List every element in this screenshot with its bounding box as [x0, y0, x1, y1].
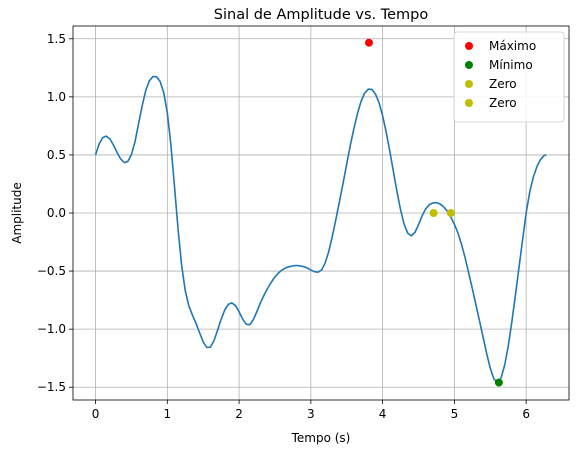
x-tick-label: 0 [92, 407, 100, 421]
legend-label: Máximo [489, 39, 536, 53]
x-tick-label: 5 [451, 407, 459, 421]
y-tick-label: 0.5 [47, 148, 66, 162]
marker-point [429, 209, 438, 217]
y-tick-label: −0.5 [37, 264, 66, 278]
x-tick-label: 3 [307, 407, 315, 421]
chart-title: Sinal de Amplitude vs. Tempo [214, 7, 429, 23]
axis-ticks: 0 1 2 3 4 5 6 −1.5 −1.0 −0.5 0.0 0.5 1.0 1.5 [37, 32, 530, 421]
legend-marker [465, 61, 473, 69]
y-tick-label: 1.5 [47, 32, 66, 46]
y-tick-label: −1.5 [37, 380, 66, 394]
marker-point [364, 38, 373, 47]
marker-point [446, 209, 455, 217]
legend-label: Mínimo [489, 58, 533, 72]
signal-line [94, 75, 547, 384]
y-tick-label: 1.0 [47, 90, 66, 104]
y-axis-label: Amplitude [10, 182, 24, 244]
legend-marker [465, 80, 473, 88]
series-layer [94, 38, 547, 387]
legend: Máximo Mínimo Zero Zero [453, 31, 565, 123]
x-tick-label: 4 [379, 407, 387, 421]
legend-box [453, 31, 565, 123]
legend-label: Zero [489, 96, 517, 110]
legend-marker [465, 99, 473, 107]
x-tick-label: 2 [235, 407, 243, 421]
x-tick-label: 1 [163, 407, 171, 421]
x-axis-label: Tempo (s) [291, 431, 351, 445]
x-tick-label: 6 [522, 407, 530, 421]
marker-point [494, 378, 503, 387]
y-tick-label: 0.0 [47, 206, 66, 220]
legend-label: Zero [489, 77, 517, 91]
y-tick-label: −1.0 [37, 322, 66, 336]
legend-marker [465, 42, 473, 50]
